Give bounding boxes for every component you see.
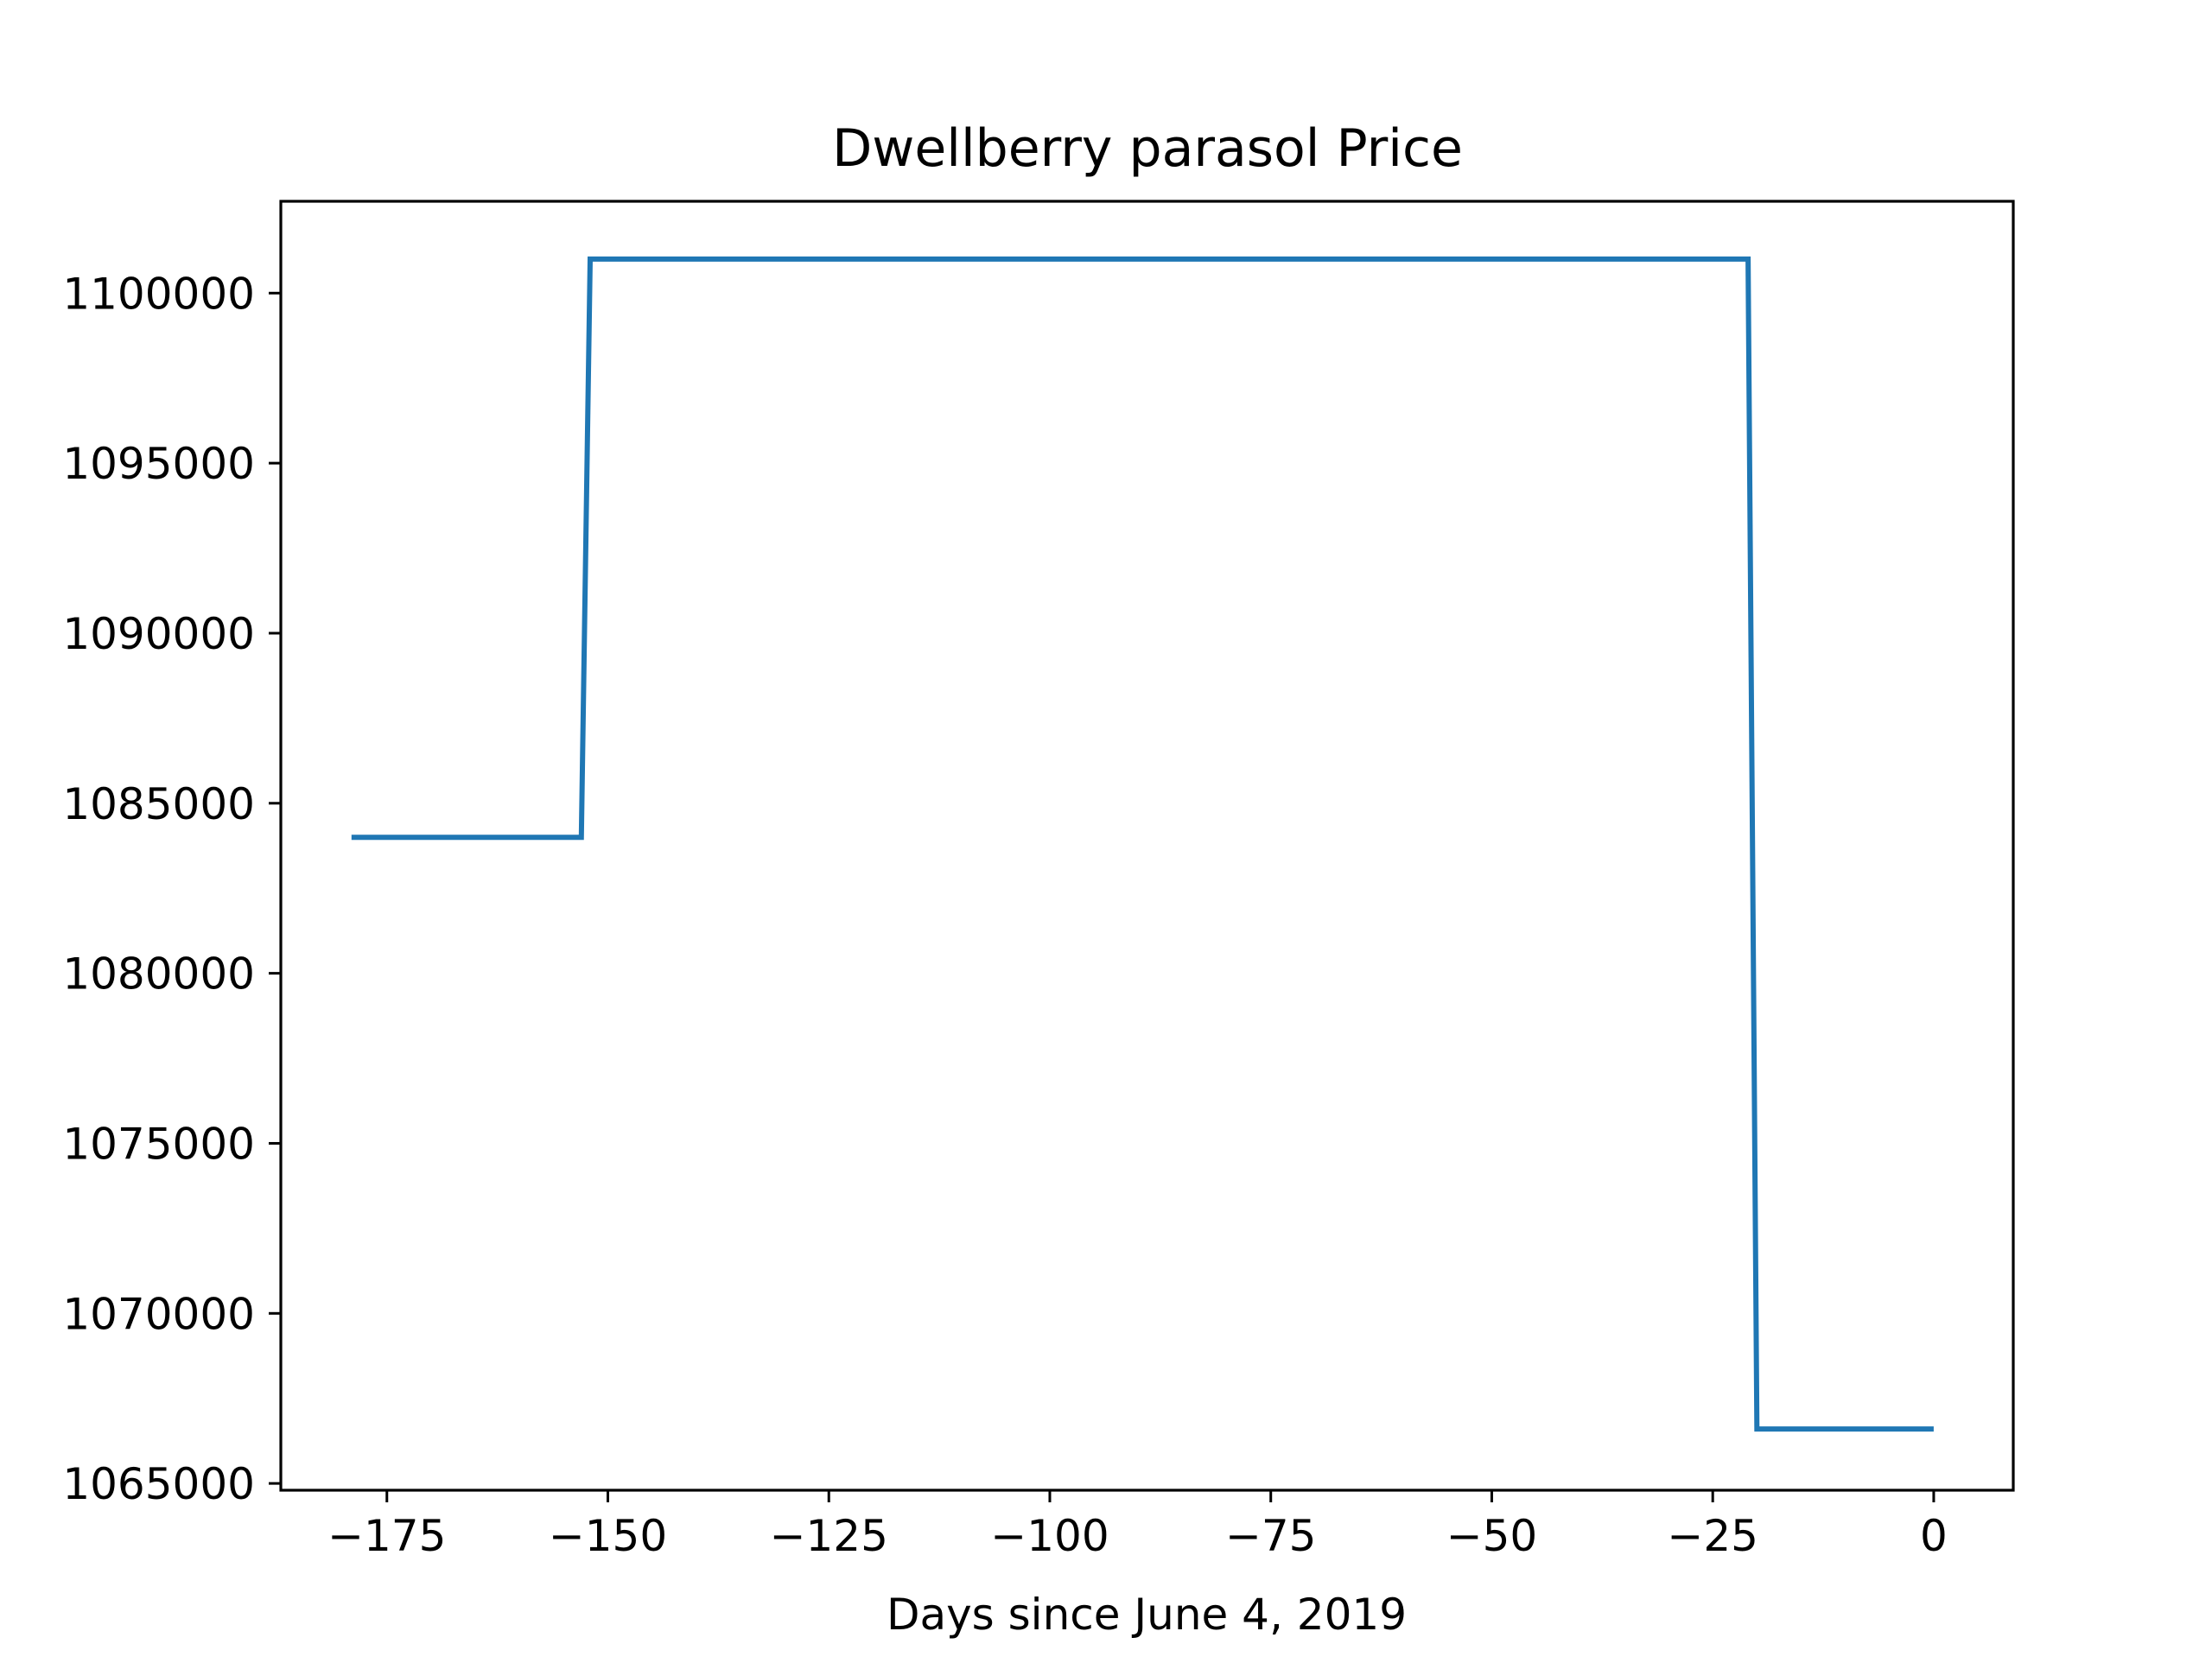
y-tick-label: 1070000	[62, 1289, 255, 1339]
x-tick-label: −150	[549, 1511, 667, 1561]
y-tick-label: 1075000	[62, 1119, 255, 1169]
x-tick-label: −25	[1667, 1511, 1758, 1561]
series-layer	[351, 256, 1934, 1432]
x-tick-label: −100	[990, 1511, 1109, 1561]
x-tick-label: −75	[1225, 1511, 1317, 1561]
y-tick-label: 1090000	[62, 609, 255, 659]
y-tick-label: 1085000	[62, 779, 255, 829]
x-tick-label: −175	[327, 1511, 446, 1561]
series-line-0	[351, 256, 1934, 1432]
x-axis: −175 −150 −125 −100 −75 −50 −25 0	[327, 1490, 1948, 1561]
x-tick-label: −125	[770, 1511, 888, 1561]
plot-frame	[279, 200, 2015, 1492]
x-tick-label: 0	[1920, 1511, 1948, 1561]
y-tick-label: 1100000	[62, 269, 255, 319]
x-axis-label: Days since June 4, 2019	[887, 1590, 1407, 1640]
y-tick-label: 1095000	[62, 439, 255, 489]
y-axis: 1065000 1070000 1075000 1080000 1085000 10900…	[62, 269, 281, 1509]
chart-title: Dwellberry parasol Price	[832, 118, 1463, 179]
y-tick-label: 1080000	[62, 949, 255, 1000]
y-tick-label: 1065000	[62, 1459, 255, 1509]
x-tick-label: −50	[1446, 1511, 1538, 1561]
